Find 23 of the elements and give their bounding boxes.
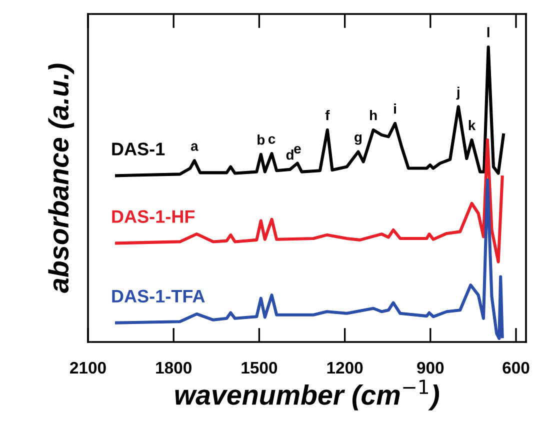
annotation: c [268, 136, 276, 144]
annotation: e [294, 146, 301, 154]
annotation: d [286, 150, 294, 160]
x-tick-label: 2100 [70, 362, 106, 374]
x-tick-label: 1800 [156, 362, 192, 374]
annotation: j [456, 86, 460, 100]
annotation: g [354, 134, 362, 145]
annotation: h [370, 110, 377, 120]
series-label: DAS-1-TFA [112, 290, 205, 303]
x-axis-title: wavenumber (cm$^{−1}$) [175, 380, 439, 410]
x-tick-label: 600 [502, 362, 530, 374]
annotation: a [190, 143, 198, 151]
x-tick-label: 1200 [327, 362, 363, 374]
annotation: l [487, 27, 490, 38]
series-label: DAS-1 [112, 142, 165, 156]
series-label: DAS-1-HF [112, 210, 195, 223]
x-tick-label: 900 [417, 362, 444, 374]
annotation: f [325, 110, 330, 120]
y-axis-title: absorbance (a.u.) [48, 64, 74, 293]
annotation: b [258, 134, 265, 145]
annotation: k [468, 120, 476, 130]
x-tick-label: 1500 [242, 362, 278, 374]
annotation: i [394, 104, 396, 114]
